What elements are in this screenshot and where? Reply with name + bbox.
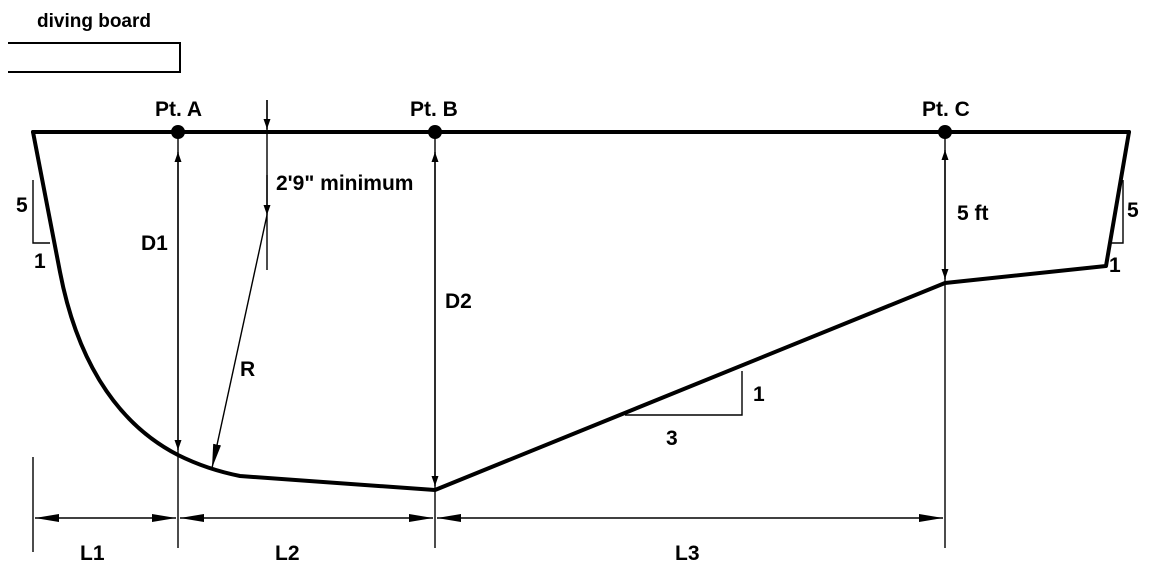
point-b-label: Pt. B xyxy=(410,98,458,121)
slope-rise-label: 1 xyxy=(753,383,765,406)
radius-arrow xyxy=(211,214,268,469)
right-wall-slope-marker xyxy=(1110,180,1124,244)
right-slope-1-label: 1 xyxy=(1109,254,1121,277)
point-c-marker xyxy=(938,125,952,139)
pool-bottom-profile xyxy=(31,130,1131,492)
slope-triangle xyxy=(625,371,743,416)
d2-label: D2 xyxy=(445,290,472,313)
l3-label: L3 xyxy=(675,542,700,565)
point-a-label: Pt. A xyxy=(155,98,202,121)
slope-run-label: 3 xyxy=(666,427,678,450)
d1-label: D1 xyxy=(141,232,168,255)
diving-board xyxy=(8,42,181,73)
five-ft-label: 5 ft xyxy=(957,202,989,225)
l1-label: L1 xyxy=(80,542,105,565)
point-c-label: Pt. C xyxy=(922,98,970,121)
left-slope-5-label: 5 xyxy=(16,194,28,217)
right-slope-5-label: 5 xyxy=(1127,199,1139,222)
point-b-marker xyxy=(428,125,442,139)
left-slope-1-label: 1 xyxy=(34,250,46,273)
radius-label: R xyxy=(240,358,255,381)
l2-label: L2 xyxy=(275,542,300,565)
point-a-marker xyxy=(171,125,185,139)
minimum-label: 2'9" minimum xyxy=(276,172,413,195)
left-wall-slope-marker xyxy=(32,180,50,244)
diving-board-label: diving board xyxy=(37,11,151,32)
